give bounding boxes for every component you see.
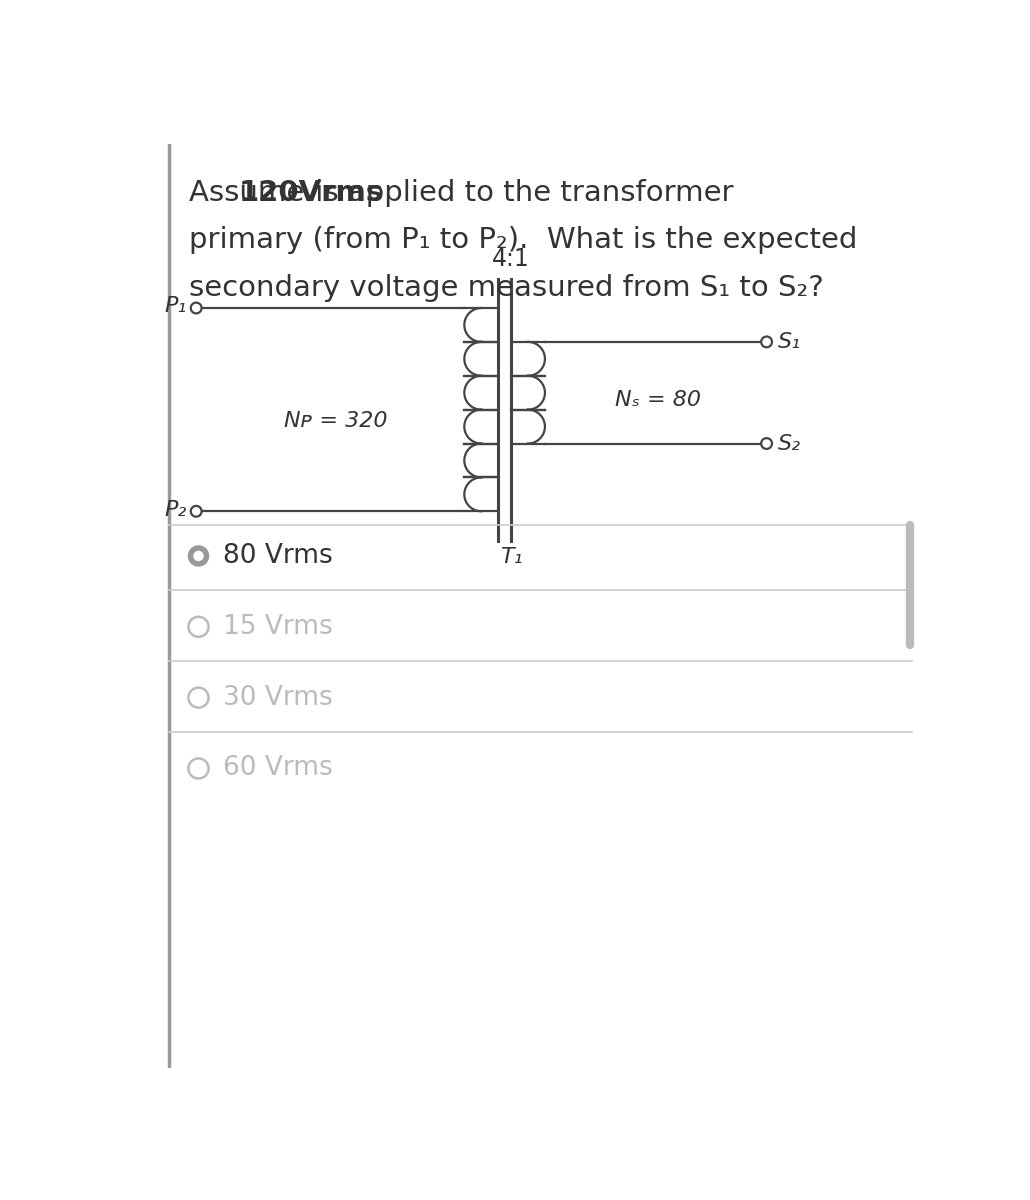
Text: Nᴘ = 320: Nᴘ = 320 <box>283 412 387 431</box>
Circle shape <box>191 506 202 517</box>
Text: 80 Vrms: 80 Vrms <box>222 542 333 569</box>
Text: secondary voltage measured from S₁ to S₂?: secondary voltage measured from S₁ to S₂… <box>190 274 824 302</box>
Text: Assume: Assume <box>190 179 314 206</box>
Circle shape <box>191 302 202 313</box>
Text: 4:1: 4:1 <box>492 247 529 271</box>
Text: P₁: P₁ <box>165 296 186 317</box>
Text: 120Vrms: 120Vrms <box>238 179 383 206</box>
Text: Nₛ = 80: Nₛ = 80 <box>616 390 701 410</box>
Text: primary (from P₁ to P₂).  What is the expected: primary (from P₁ to P₂). What is the exp… <box>190 227 858 254</box>
Circle shape <box>194 552 203 560</box>
Circle shape <box>188 688 208 708</box>
Text: P₂: P₂ <box>165 499 186 520</box>
Text: S₂: S₂ <box>779 433 801 454</box>
Text: 60 Vrms: 60 Vrms <box>222 756 333 781</box>
Text: is applied to the transformer: is applied to the transformer <box>306 179 733 206</box>
Circle shape <box>761 438 772 449</box>
Circle shape <box>188 758 208 779</box>
Text: S₁: S₁ <box>779 332 801 352</box>
Circle shape <box>188 617 208 637</box>
Text: 30 Vrms: 30 Vrms <box>222 685 333 710</box>
Text: 15 Vrms: 15 Vrms <box>222 613 333 640</box>
Circle shape <box>188 546 208 566</box>
Circle shape <box>761 336 772 347</box>
Text: T₁: T₁ <box>500 547 522 566</box>
